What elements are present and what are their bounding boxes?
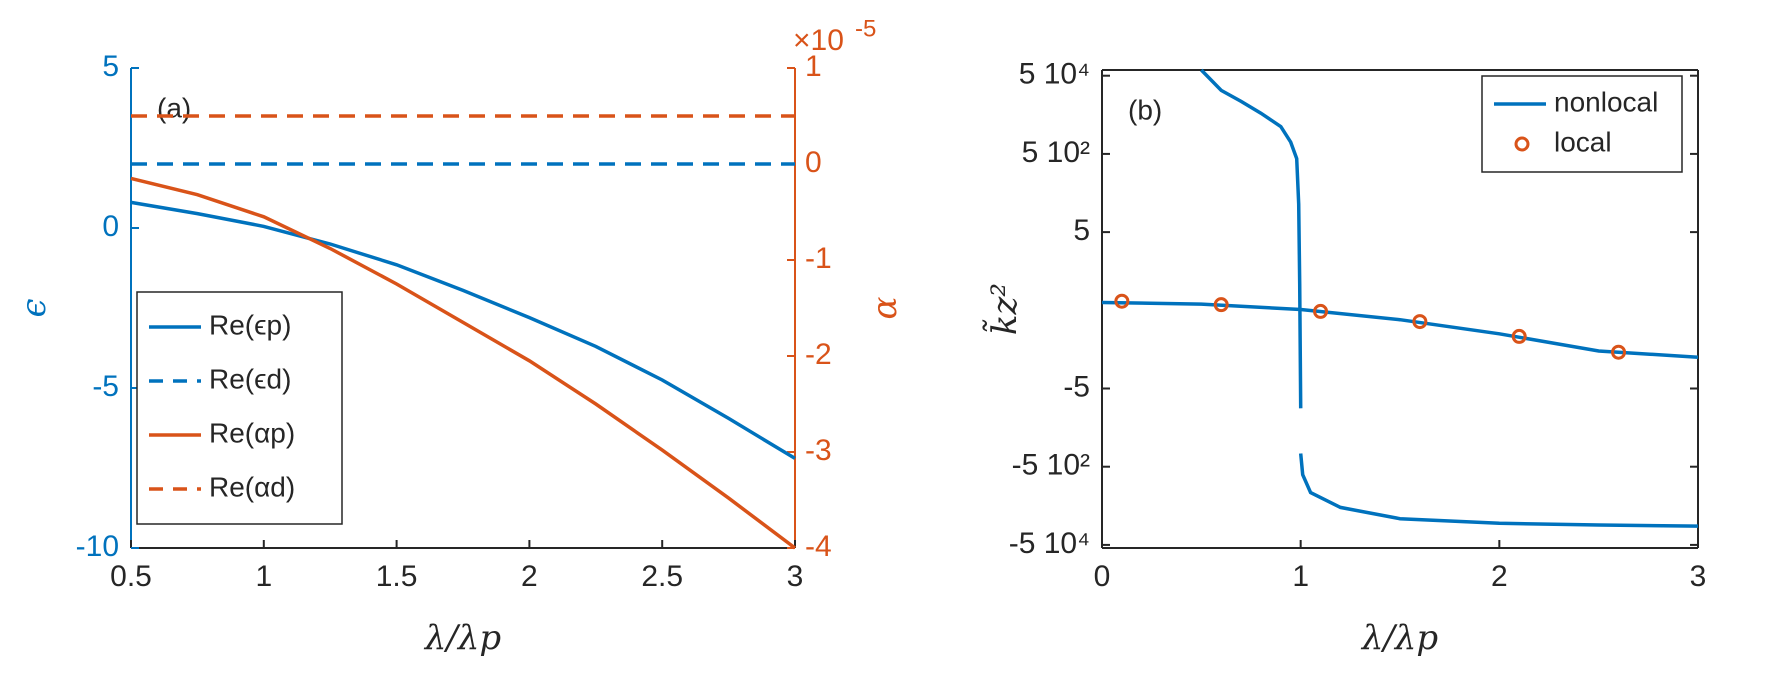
- data-point: [1114, 293, 1130, 309]
- data-line: [130, 176, 797, 550]
- legend-box: [136, 291, 343, 525]
- x-tick-label: 1: [1292, 560, 1309, 593]
- x-tick-label: 2: [1491, 560, 1508, 593]
- legend-swatch: [1514, 136, 1530, 152]
- y-tick-label: -5 10⁴: [1009, 527, 1090, 560]
- legend-label: Re(αp): [209, 417, 295, 448]
- y-tick-label: 5 10²: [1022, 136, 1090, 169]
- x-tick-label: 3: [1690, 560, 1707, 593]
- x-tick-label: 3: [787, 560, 804, 593]
- legend-label: local: [1554, 126, 1612, 157]
- y-tick-label: 5: [102, 50, 119, 83]
- y2-multiplier: ×10: [793, 24, 844, 57]
- y-tick-label: -10: [76, 530, 119, 563]
- legend-label: Re(ϵd): [209, 363, 291, 394]
- data-point: [1213, 297, 1229, 313]
- y-tick-label: -5: [92, 370, 119, 403]
- y2-tick-label: -4: [805, 530, 832, 563]
- legend-label: nonlocal: [1554, 86, 1658, 117]
- y2-axis-label: α: [865, 296, 905, 319]
- y-tick-label: -5: [1063, 370, 1090, 403]
- data-point: [1412, 314, 1428, 330]
- y2-tick-label: -3: [805, 434, 832, 467]
- annotation: (b): [1128, 94, 1162, 125]
- x-tick-label: 0: [1094, 560, 1111, 593]
- legend-label: Re(ϵp): [209, 309, 291, 340]
- data-point: [1611, 344, 1627, 360]
- legend: nonlocal local: [1481, 75, 1683, 173]
- data-line: [1101, 68, 1699, 528]
- y-tick-label: 0: [102, 210, 119, 243]
- x-tick-label: 1: [255, 560, 272, 593]
- legend-label: Re(αd): [209, 471, 295, 502]
- y-axis-label: ϵ: [14, 298, 54, 317]
- y2-tick-label: -1: [805, 242, 832, 275]
- data-point: [1313, 303, 1329, 319]
- data-point: [1511, 328, 1527, 344]
- x-axis-label: λ/λp: [1360, 618, 1438, 658]
- y-axis-label: k̃z²: [982, 283, 1025, 335]
- x-tick-label: 2: [521, 560, 538, 593]
- data-line: [130, 200, 796, 460]
- annotation: (a): [157, 92, 191, 123]
- legend: Re(ϵp) Re(ϵd) Re(αp) Re(αd): [136, 291, 343, 525]
- y-tick-label: 5: [1073, 214, 1090, 247]
- x-tick-label: 2.5: [641, 560, 683, 593]
- y-tick-label: 5 10⁴: [1019, 58, 1090, 91]
- x-tick-label: 1.5: [376, 560, 418, 593]
- y2-exponent: -5: [855, 15, 876, 42]
- x-tick-label: 0.5: [110, 560, 152, 593]
- y-tick-label: -5 10²: [1012, 449, 1090, 482]
- y2-tick-label: -2: [805, 338, 832, 371]
- y2-tick-label: 0: [805, 146, 822, 179]
- y2-tick-label: 1: [805, 50, 822, 83]
- x-axis-label: λ/λp: [423, 618, 501, 658]
- legend-box: [1481, 75, 1683, 173]
